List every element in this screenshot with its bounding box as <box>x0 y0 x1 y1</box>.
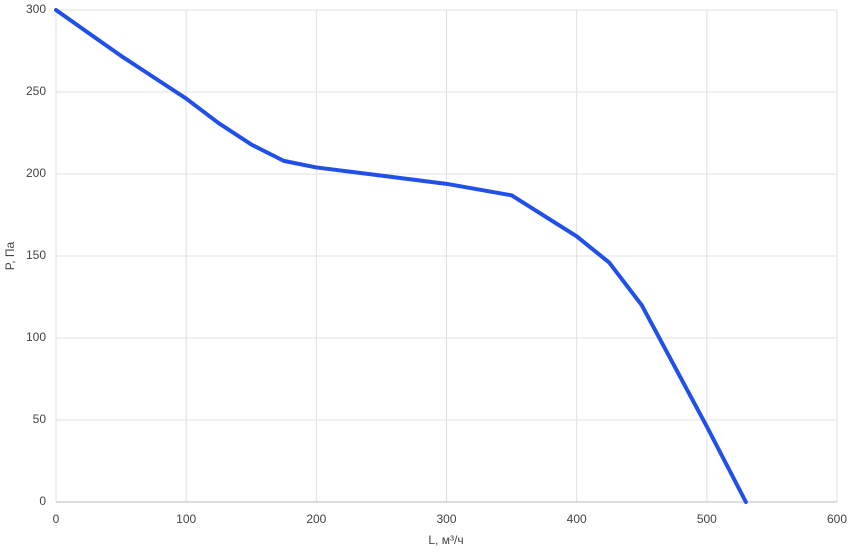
x-tick-label: 600 <box>827 512 847 526</box>
x-tick-label: 500 <box>697 512 717 526</box>
y-tick-label: 0 <box>39 494 46 508</box>
y-tick-label: 100 <box>26 330 46 344</box>
x-axis-label: L, м³/ч <box>428 533 463 547</box>
y-tick-label: 200 <box>26 166 46 180</box>
y-tick-label: 150 <box>26 248 46 262</box>
x-tick-label: 200 <box>306 512 326 526</box>
x-tick-label: 0 <box>53 512 60 526</box>
y-axis-label: P, Па <box>3 241 17 270</box>
line-series <box>54 8 748 504</box>
x-tick-label: 300 <box>436 512 456 526</box>
x-tick-label: 400 <box>567 512 587 526</box>
y-tick-label: 50 <box>33 412 47 426</box>
x-tick-label: 100 <box>176 512 196 526</box>
y-tick-label: 250 <box>26 84 46 98</box>
y-tick-label: 300 <box>26 2 46 16</box>
